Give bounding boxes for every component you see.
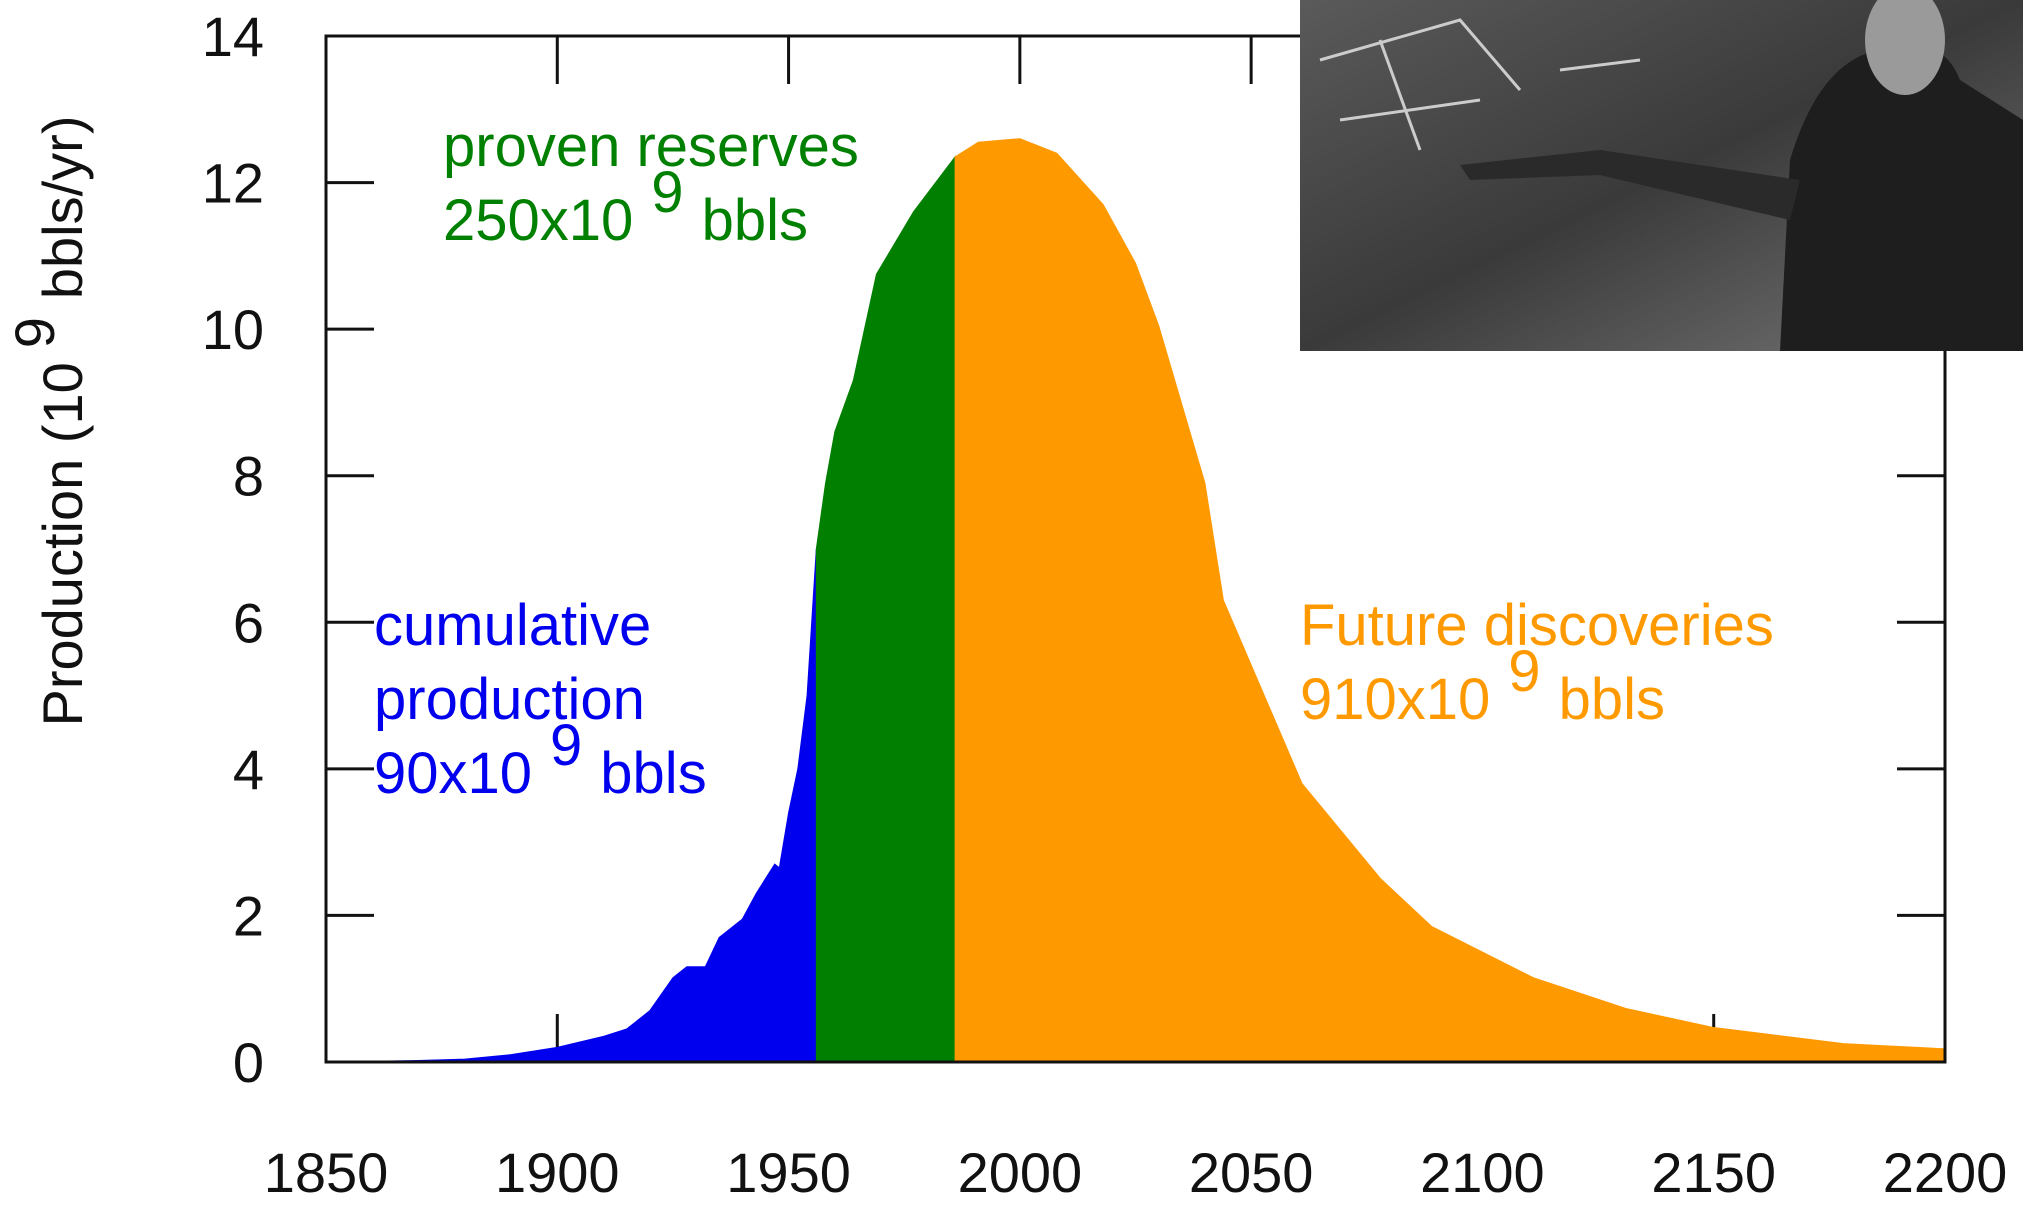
x-tick-label: 2150 bbox=[1651, 1141, 1776, 1204]
x-tick-label: 1950 bbox=[726, 1141, 851, 1204]
y-label-suffix: bbls/yr) bbox=[31, 116, 94, 300]
y-tick-label: 10 bbox=[202, 298, 264, 361]
annotation-suffix: bbls bbox=[1559, 667, 1665, 732]
x-tick-label: 2100 bbox=[1420, 1141, 1545, 1204]
x-tick-label: 1850 bbox=[264, 1141, 389, 1204]
photo bbox=[1300, 0, 2023, 352]
annotation-exponent: 9 bbox=[1508, 639, 1540, 704]
photo-arm bbox=[1460, 150, 1800, 220]
photo-chalk bbox=[1319, 18, 1641, 151]
annotation-suffix: bbls bbox=[600, 741, 706, 806]
y-tick-label: 4 bbox=[233, 738, 264, 801]
areas bbox=[325, 138, 1946, 1063]
annotation-line: production bbox=[374, 667, 645, 732]
annotation-exponent: 9 bbox=[651, 160, 683, 225]
area bbox=[325, 548, 817, 1063]
area bbox=[954, 138, 1946, 1063]
y-tick-label: 2 bbox=[233, 884, 264, 947]
photo-figure bbox=[1780, 44, 2023, 352]
annotation-line: Future discoveries bbox=[1300, 593, 1774, 658]
x-tick-label: 2200 bbox=[1883, 1141, 2008, 1204]
y-tick-label: 6 bbox=[233, 591, 264, 654]
annotation-prefix: 910x10 bbox=[1300, 667, 1490, 732]
y-tick-label: 0 bbox=[233, 1031, 264, 1094]
annotation-line: proven reserves bbox=[443, 114, 859, 179]
x-tick-label: 2050 bbox=[1189, 1141, 1314, 1204]
y-label-exponent: 9 bbox=[3, 317, 66, 348]
annotation-suffix: bbls bbox=[702, 188, 808, 253]
y-tick-label: 12 bbox=[202, 152, 264, 215]
y-label-prefix: Production (10 bbox=[31, 362, 94, 726]
x-tick-label: 1900 bbox=[495, 1141, 620, 1204]
plot-frame bbox=[324, 34, 1947, 1064]
annotation-prefix: 90x10 bbox=[374, 741, 532, 806]
annotation-exponent: 9 bbox=[550, 713, 582, 778]
y-tick-label: 8 bbox=[233, 445, 264, 508]
photo-head bbox=[1865, 0, 1945, 95]
annotation-line: cumulative bbox=[374, 593, 651, 658]
texts: 0 2 4 6 8 10 12 14 1850 1900 1950 2000 2050 2100 2150 2… bbox=[3, 5, 2007, 1204]
x-tick-label: 2000 bbox=[958, 1141, 1083, 1204]
annotation-prefix: 250x10 bbox=[443, 188, 633, 253]
area bbox=[815, 155, 956, 1063]
y-tick-label: 14 bbox=[202, 5, 264, 68]
y-axis-label: Production (10 9 bbls/yr) bbox=[3, 116, 94, 727]
